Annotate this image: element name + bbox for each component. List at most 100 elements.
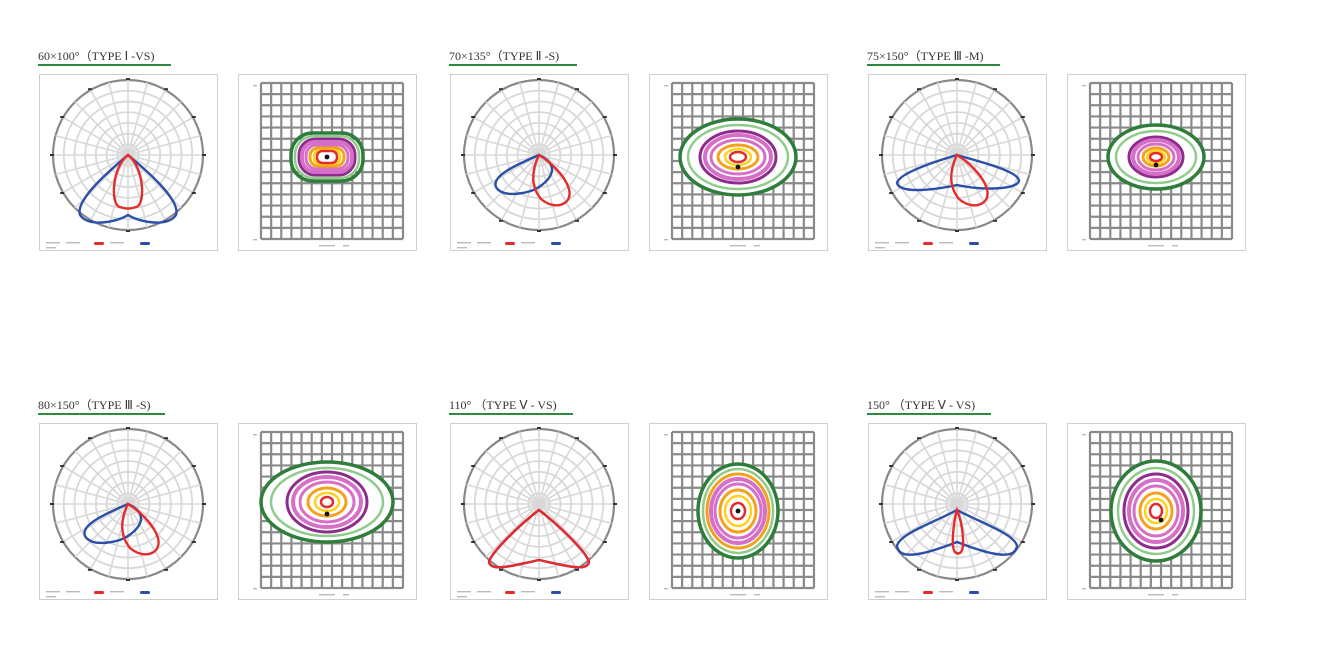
isolux-contour <box>259 460 395 544</box>
isolux-diagram <box>649 423 828 600</box>
polar-grid-spoke <box>903 503 958 558</box>
polar-grid-spoke <box>956 503 1030 525</box>
polar-grid-spoke <box>538 116 605 156</box>
isolux-background <box>1108 125 1204 189</box>
polar-tick <box>126 579 130 581</box>
title-underline <box>449 413 573 415</box>
polar-grid-spoke <box>127 483 201 505</box>
polar-grid-spoke <box>127 503 149 577</box>
isolux-contour <box>291 475 363 529</box>
isolux-axis-text-mark <box>1148 245 1164 247</box>
polar-grid-spoke <box>538 134 612 156</box>
polar-tick <box>537 78 541 80</box>
group-3: 75×150°（TYPE Ⅲ -M) <box>867 47 1247 267</box>
title-underline <box>867 413 991 415</box>
polar-curve-c0-c180 <box>78 153 178 224</box>
isolux-axis-text-mark <box>664 434 668 436</box>
polar-grid-spoke <box>485 503 540 558</box>
isolux-contour <box>289 131 365 183</box>
group-5: 110° （TYPE Ⅴ - VS) <box>449 396 829 616</box>
isolux-svg <box>664 430 816 596</box>
title-underline <box>867 64 1000 66</box>
legend-swatch-blue <box>551 591 561 594</box>
polar-tick <box>602 192 607 194</box>
isolux-contour <box>701 467 775 555</box>
legend-text-mark <box>875 591 889 593</box>
polar-tick <box>602 465 607 467</box>
polar-grid-spoke <box>55 154 129 176</box>
isolux-contour <box>705 472 771 550</box>
polar-grid-spoke <box>956 116 1023 156</box>
polar-grid-spoke <box>127 431 149 505</box>
polar-grid-spoke <box>936 154 958 228</box>
isolux-contour <box>1122 472 1190 550</box>
polar-grid-spoke <box>538 82 560 156</box>
legend-text-mark <box>66 242 80 244</box>
legend-swatch-red <box>923 591 933 594</box>
polar-grid-spoke <box>884 483 958 505</box>
isolux-axis-text-mark <box>253 434 257 436</box>
legend-swatch-blue <box>969 591 979 594</box>
polar-grid-spoke <box>466 503 540 525</box>
polar-tick <box>191 465 196 467</box>
polar-grid-spoke <box>956 82 978 156</box>
polar-tick <box>993 88 997 91</box>
polar-svg <box>46 78 206 249</box>
isolux-contour <box>713 482 763 540</box>
polar-grid-spoke <box>956 450 1011 505</box>
polar-grid-spoke <box>89 154 129 221</box>
polar-tick <box>60 192 65 194</box>
polar-grid-spoke <box>903 101 958 156</box>
polar-grid-spoke <box>518 503 540 577</box>
polar-grid-spoke <box>936 503 958 577</box>
polar-grid-spoke <box>956 503 1011 558</box>
legend-text-mark <box>46 242 60 244</box>
polar-grid-spoke <box>127 116 194 156</box>
polar-diagram <box>39 74 218 251</box>
polar-grid-spoke <box>62 503 129 543</box>
polar-grid-spoke <box>936 431 958 505</box>
polar-grid-spoke <box>127 134 201 156</box>
isolux-axis-text-mark <box>1082 434 1086 436</box>
polar-grid-spoke <box>518 431 540 505</box>
polar-tick <box>88 437 92 440</box>
polar-grid-spoke <box>127 154 149 228</box>
polar-curve-c0-c180 <box>83 502 143 545</box>
polar-svg <box>46 427 206 598</box>
isolux-center-marker <box>324 511 330 517</box>
legend-swatch-blue <box>969 242 979 245</box>
polar-grid-spoke <box>884 503 958 525</box>
isolux-center-marker <box>735 508 741 514</box>
isolux-axis-text-mark <box>664 239 668 241</box>
isolux-axis-text-mark <box>754 594 760 596</box>
polar-grid-spoke <box>485 450 540 505</box>
isolux-contour <box>304 143 350 171</box>
legend-swatch-red <box>505 591 515 594</box>
isolux-axis-text-mark <box>1082 239 1086 241</box>
isolux-contour <box>313 491 341 513</box>
polar-grid-spoke <box>956 438 996 505</box>
polar-grid-spoke <box>107 82 129 156</box>
polar-tick <box>499 88 503 91</box>
polar-tick <box>1020 192 1025 194</box>
isolux-background <box>261 462 393 542</box>
polar-svg <box>875 78 1035 249</box>
polar-grid-spoke <box>473 154 540 194</box>
isolux-contour <box>1127 478 1185 544</box>
isolux-svg <box>253 430 405 596</box>
isolux-axis-text-mark <box>253 588 257 590</box>
legend-text-mark <box>939 591 953 593</box>
polar-tick <box>126 230 130 232</box>
polar-grid-spoke <box>956 89 996 156</box>
legend-text-mark <box>457 247 467 249</box>
polar-grid-spoke <box>538 101 593 156</box>
polar-grid-spoke <box>956 134 1030 156</box>
isolux-contour <box>1109 459 1203 563</box>
polar-grid-spoke <box>538 483 612 505</box>
polar-grid-spoke <box>538 503 605 543</box>
polar-grid-spoke <box>127 154 194 194</box>
polar-grid-spoke <box>127 503 201 525</box>
polar-tick <box>164 568 168 571</box>
legend-swatch-red <box>923 242 933 245</box>
polar-grid-spoke <box>107 431 129 505</box>
